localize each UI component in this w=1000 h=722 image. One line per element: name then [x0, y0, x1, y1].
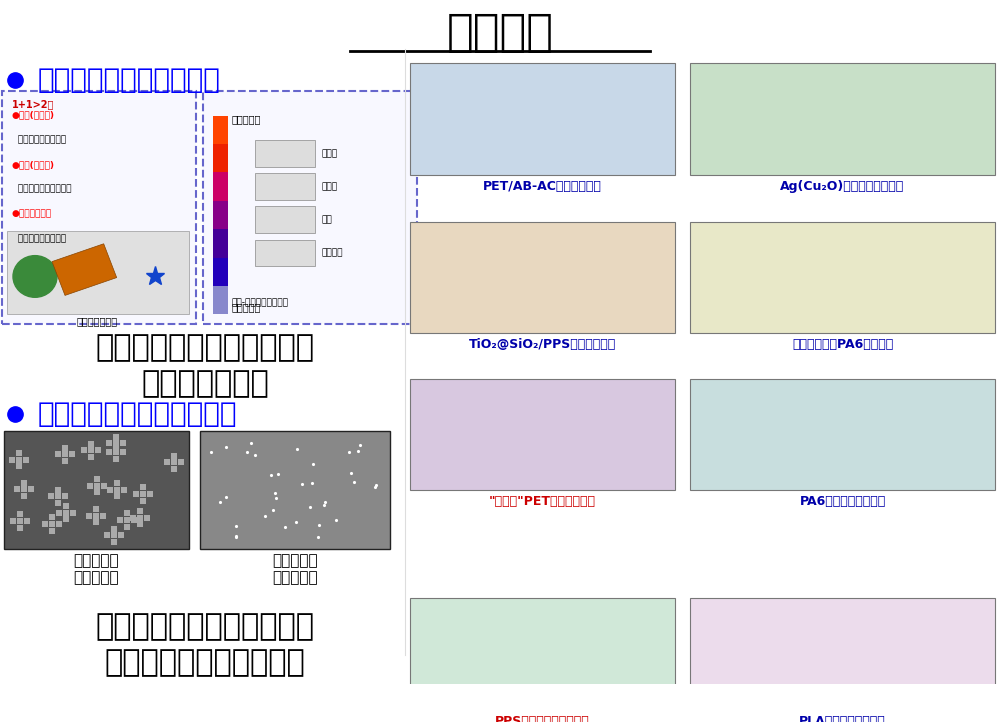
Bar: [52, 244, 117, 295]
Text: 基于熔融纺丝技术调控纤维
结构、组分实现功能协效: 基于熔融纺丝技术调控纤维 结构、组分实现功能协效: [95, 612, 314, 677]
Bar: [410, 599, 675, 710]
Text: 弱相互作用: 弱相互作用: [232, 302, 261, 312]
FancyBboxPatch shape: [2, 91, 196, 323]
Text: PLA协效阻燃杂化纤维: PLA协效阻燃杂化纤维: [799, 715, 886, 722]
Bar: [255, 206, 315, 233]
Bar: [213, 116, 228, 144]
Text: 基于有机无机杂化技术调控
组分形貌、尺度: 基于有机无机杂化技术调控 组分形貌、尺度: [95, 334, 314, 398]
Text: 十字形杂化
纤维表面图: 十字形杂化 纤维表面图: [272, 553, 318, 586]
Text: 精准杂化、功能传递: 精准杂化、功能传递: [12, 234, 66, 243]
Text: 共价键: 共价键: [322, 149, 338, 158]
Text: 有机-无机界面作用可调: 有机-无机界面作用可调: [232, 298, 289, 308]
Bar: [410, 64, 675, 175]
Text: "米字形"PET抗菌吸湿纤维: "米字形"PET抗菌吸湿纤维: [489, 495, 596, 508]
Text: PPS协效抗老化杂化纤维: PPS协效抗老化杂化纤维: [495, 715, 590, 722]
Bar: [213, 286, 228, 314]
Circle shape: [13, 256, 57, 297]
Bar: [213, 173, 228, 201]
Text: 纤维功能组分设计与调控: 纤维功能组分设计与调控: [38, 66, 221, 94]
Bar: [200, 431, 390, 549]
FancyBboxPatch shape: [203, 91, 417, 323]
Text: 不同形貌、不同尺度: 不同形貌、不同尺度: [12, 136, 66, 144]
Bar: [690, 64, 995, 175]
Bar: [690, 379, 995, 490]
Text: 范德华力: 范德华力: [322, 248, 344, 257]
Text: TiO₂@SiO₂/PPS纳米复合纤维: TiO₂@SiO₂/PPS纳米复合纤维: [469, 338, 616, 351]
Bar: [213, 144, 228, 173]
Text: 离子键: 离子键: [322, 182, 338, 191]
Text: PET/AB-AC阻燃抗菌母粒: PET/AB-AC阻燃抗菌母粒: [483, 180, 602, 193]
Bar: [690, 222, 995, 334]
Bar: [255, 240, 315, 266]
Bar: [410, 222, 675, 334]
Bar: [255, 173, 315, 200]
Bar: [690, 599, 995, 710]
Text: 1+1>2？: 1+1>2？: [12, 100, 54, 110]
Text: 功能纤维: 功能纤维: [446, 12, 554, 54]
Text: ●有机(可设计): ●有机(可设计): [12, 160, 55, 169]
Text: 十字形杂化
纤维截面图: 十字形杂化 纤维截面图: [73, 553, 119, 586]
Bar: [213, 258, 228, 286]
Text: 氢键: 氢键: [322, 215, 333, 224]
Text: ●无机(功能性): ●无机(功能性): [12, 110, 55, 120]
Text: 染色均匀消光PA6杂化纤维: 染色均匀消光PA6杂化纤维: [792, 338, 893, 351]
Bar: [7, 231, 189, 314]
Text: PA6异形凉感杂化纤维: PA6异形凉感杂化纤维: [799, 495, 886, 508]
Bar: [255, 140, 315, 167]
Text: 强相互作用: 强相互作用: [232, 114, 261, 124]
Bar: [213, 201, 228, 229]
Bar: [213, 229, 228, 258]
Bar: [4, 431, 189, 549]
Bar: [410, 379, 675, 490]
Text: 形貌和尺度可控: 形貌和尺度可控: [76, 316, 118, 326]
Text: 多功能协效纤维制备与应用: 多功能协效纤维制备与应用: [38, 400, 238, 427]
Text: ●两相界面调控: ●两相界面调控: [12, 209, 52, 218]
Text: 聚集态结构、成形加工: 聚集态结构、成形加工: [12, 185, 72, 193]
Text: Ag(Cu₂O)原位杂化抗菌纤维: Ag(Cu₂O)原位杂化抗菌纤维: [780, 180, 905, 193]
